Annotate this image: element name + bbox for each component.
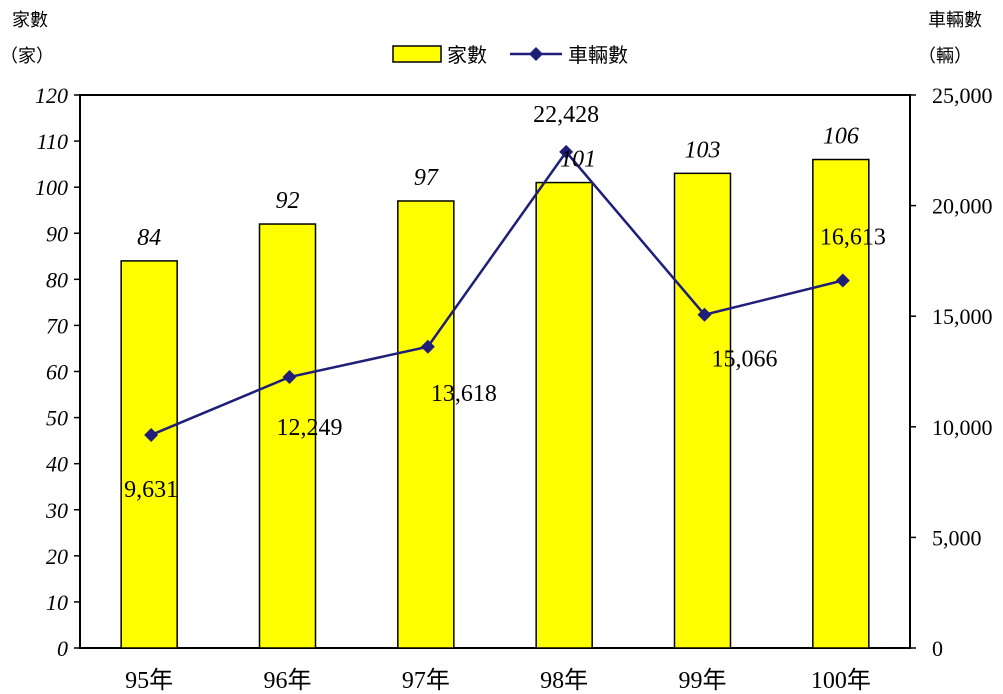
plot-frame [79,94,911,649]
legend-bar-label: 家數 [447,43,487,67]
bar-value-label: 97 [414,165,439,191]
bar-value-label: 84 [137,225,161,251]
left-tick-label: 70 [46,313,68,338]
left-tick-label: 120 [35,83,68,108]
line-marker [835,273,850,288]
left-tick-label: 10 [46,590,68,615]
legend-line-label: 車輛數 [568,43,628,67]
line-marker [144,427,159,442]
left-tick-label: 0 [57,636,68,661]
legend-bar-swatch [392,45,442,63]
left-tick-label: 50 [46,406,68,431]
right-tick-label: 5,000 [932,525,982,550]
line-marker [282,370,297,385]
right-tick-label: 20,000 [932,194,993,219]
right-tick-label: 15,000 [932,304,993,329]
category-label: 96年 [264,667,312,694]
right-tick-label: 0 [932,636,943,661]
line-value-label: 15,066 [712,347,778,373]
right-tick-label: 25,000 [932,83,993,108]
bar [812,158,870,649]
bar-value-label: 92 [276,188,300,214]
left-tick-label: 100 [35,175,68,200]
left-tick-label: 80 [46,267,68,292]
left-tick-label: 20 [46,544,68,569]
line-value-label: 13,618 [431,381,497,407]
left-axis-unit: （家） [0,46,54,67]
line-value-label: 16,613 [820,225,886,251]
bar-value-label: 103 [685,137,721,163]
left-tick-label: 90 [46,221,68,246]
bar [120,260,178,649]
line-value-label: 9,631 [124,477,178,503]
bar [258,223,317,649]
category-label: 98年 [540,667,588,694]
line-marker [559,144,574,159]
left-tick-label: 110 [37,129,68,154]
right-axis-unit: （輛） [918,46,972,67]
right-axis-title: 車輛數 [928,10,982,31]
category-label: 95年 [125,667,173,694]
category-label: 97年 [402,667,450,694]
line-value-label: 22,428 [533,102,599,128]
bar [397,200,455,649]
bar-value-label: 101 [560,147,596,173]
left-tick-label: 30 [45,498,68,523]
bar [673,172,732,649]
category-label: 99年 [679,667,727,694]
legend-line-marker [529,47,543,61]
left-tick-label: 60 [46,360,68,385]
vehicle-line [150,149,844,437]
category-label: 100年 [811,667,871,694]
left-tick-label: 40 [46,452,68,477]
line-marker [697,307,712,322]
left-axis-title: 家數 [12,10,48,31]
line-marker [420,339,435,354]
bar [535,181,593,649]
bar-value-label: 106 [823,124,859,150]
line-value-label: 12,249 [277,415,343,441]
right-tick-label: 10,000 [932,415,993,440]
